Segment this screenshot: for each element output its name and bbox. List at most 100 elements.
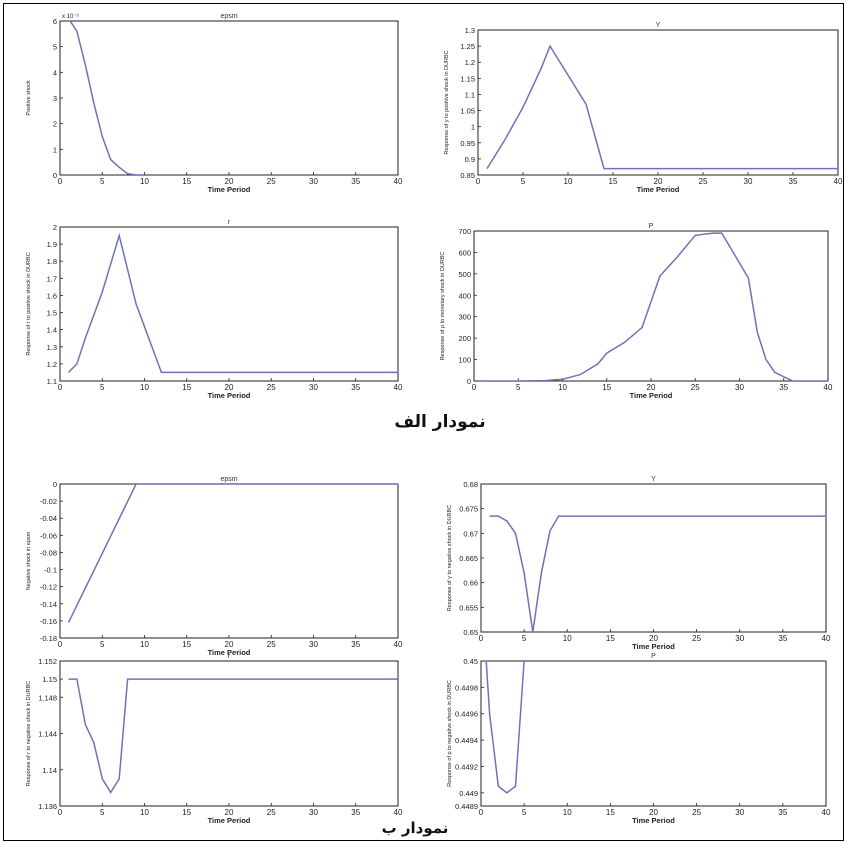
plot-area: [473, 230, 829, 382]
x-tick-label: 5: [100, 640, 105, 649]
subplot-a-3: P0 5 10 15 20 25 30 35 400100200300400500600700T…: [440, 223, 833, 400]
y-tick-label: -0.02: [40, 497, 57, 506]
subplot-a-1: Y 0 5 10 15 20 25 30 35 40 0.85 0.9 0.95 1 1.05 1.1 1.15…: [444, 22, 843, 194]
series-line: [67, 484, 398, 623]
y-tick-label: 100: [458, 356, 471, 365]
x-axis-label: Time Period: [637, 185, 680, 194]
chart-title: r: [228, 219, 231, 226]
x-tick-label: 20: [649, 634, 658, 643]
x-tick-label: 15: [182, 383, 191, 392]
x-tick-label: 15: [182, 808, 191, 817]
y-tick-label: 1.25: [460, 42, 475, 51]
x-axis-label: Time Period: [632, 816, 675, 825]
y-tick-label: 1.9: [47, 240, 57, 249]
x-axis-label: Time Period: [208, 391, 251, 400]
y-tick-label: 0.4494: [455, 736, 478, 745]
y-axis-label: Response of p to monetary shock in DURBC: [440, 252, 446, 361]
y-tick-label: 1.3: [47, 343, 57, 352]
y-tick-label: 700: [458, 227, 471, 236]
y-tick-label: 1.1: [465, 90, 475, 99]
x-tick-label: 5: [522, 808, 527, 817]
x-tick-label: 10: [558, 383, 567, 392]
x-tick-label: 10: [563, 634, 572, 643]
y-tick-label: 500: [458, 270, 471, 279]
x-tick-label: 35: [778, 634, 787, 643]
subplot-a-2: r 0 5 10 15 20 25 30 35 40 1.1 1.2 1.3 1.4 1.5 1.6 1.7 1.…: [26, 219, 403, 400]
x-tick-label: 35: [779, 383, 788, 392]
y-tick-label: 200: [458, 334, 471, 343]
y-axis-label: Response of r to negative shock in DURBC: [26, 681, 32, 786]
x-tick-label: 5: [100, 177, 105, 186]
chart-title: Y: [656, 22, 661, 29]
y-tick-label: 1: [471, 123, 475, 132]
x-tick-label: 25: [267, 808, 276, 817]
y-tick-label: 0.85: [460, 171, 475, 180]
x-tick-label: 20: [649, 808, 658, 817]
subplot-b-4: epsm 0 5 10 15 20 25 30 35 40 -0.18 -0.16 -0.14 -0.12…: [26, 476, 403, 657]
x-tick-label: 10: [563, 808, 572, 817]
x-tick-label: 30: [309, 640, 318, 649]
x-tick-label: 25: [267, 177, 276, 186]
y-tick-label: 1.4: [47, 326, 57, 335]
series-line: [486, 44, 838, 170]
y-tick-label: -0.08: [40, 548, 57, 557]
y-tick-label: 1.2: [465, 58, 475, 67]
x-tick-label: 20: [654, 177, 663, 186]
x-axis-label: Time Period: [208, 816, 251, 825]
y-tick-label: 0.4489: [455, 802, 478, 811]
y-tick-label: 0.655: [459, 603, 478, 612]
y-tick-label: 1: [53, 145, 57, 154]
x-tick-label: 15: [182, 177, 191, 186]
x-tick-label: 5: [522, 634, 527, 643]
series-line: [482, 232, 828, 381]
subplot-a-0: epsm 0 5 10 15 20 25 30 35 40 0 1 2 3 4 5 6 Time Period Po…: [26, 13, 403, 194]
subplot-b-6: r 0 5 10 15 20 25 30 35 40 1.136 1.14 1.144 1.148 1.15…: [26, 653, 403, 825]
x-tick-label: 0: [58, 177, 63, 186]
x-tick-label: 40: [394, 640, 403, 649]
plot-area: [480, 483, 827, 633]
plot-area: [59, 660, 399, 807]
y-tick-label: 1.15: [42, 675, 57, 684]
y-tick-label: 5: [53, 43, 57, 52]
y-tick-label: 300: [458, 313, 471, 322]
y-tick-label: 1.152: [38, 657, 57, 666]
y-tick-label: 1.148: [38, 693, 57, 702]
x-tick-label: 10: [140, 808, 149, 817]
caption-figure-b: نمودار ب: [381, 819, 449, 837]
x-tick-label: 10: [140, 177, 149, 186]
x-tick-label: 30: [735, 383, 744, 392]
y-multiplier: x 10⁻³: [62, 14, 79, 20]
x-tick-label: 25: [692, 808, 701, 817]
y-tick-label: -0.1: [44, 566, 57, 575]
x-tick-label: 5: [516, 383, 521, 392]
y-axis-label: Response of p to negative shock in DURBC: [447, 680, 453, 787]
y-tick-label: 2: [53, 120, 57, 129]
y-tick-label: -0.12: [40, 583, 57, 592]
y-axis-label: Negative shock in epsm: [26, 531, 32, 590]
x-tick-label: 20: [225, 177, 234, 186]
x-tick-label: 40: [822, 808, 831, 817]
y-tick-label: 1.05: [460, 107, 475, 116]
x-tick-label: 15: [606, 634, 615, 643]
chart-title: P: [649, 223, 654, 230]
y-tick-label: 3: [53, 94, 57, 103]
plot-area: [477, 29, 839, 176]
x-tick-label: 25: [691, 383, 700, 392]
y-tick-label: 0.65: [463, 628, 478, 637]
y-tick-label: 0.67: [463, 529, 478, 538]
x-tick-label: 35: [778, 808, 787, 817]
x-axis-label: Time Period: [208, 648, 251, 657]
x-tick-label: 0: [479, 808, 484, 817]
y-tick-label: 0: [53, 171, 57, 180]
y-axis-label: Positive shock: [26, 80, 32, 115]
x-tick-label: 15: [609, 177, 618, 186]
y-tick-label: 0: [467, 377, 471, 386]
y-tick-label: 1.6: [47, 291, 57, 300]
series-line: [68, 678, 398, 794]
x-tick-label: 0: [58, 383, 63, 392]
x-tick-label: 10: [140, 640, 149, 649]
y-tick-label: 0.675: [459, 505, 478, 514]
y-tick-label: 0: [53, 480, 57, 489]
y-tick-label: 1.7: [47, 274, 57, 283]
